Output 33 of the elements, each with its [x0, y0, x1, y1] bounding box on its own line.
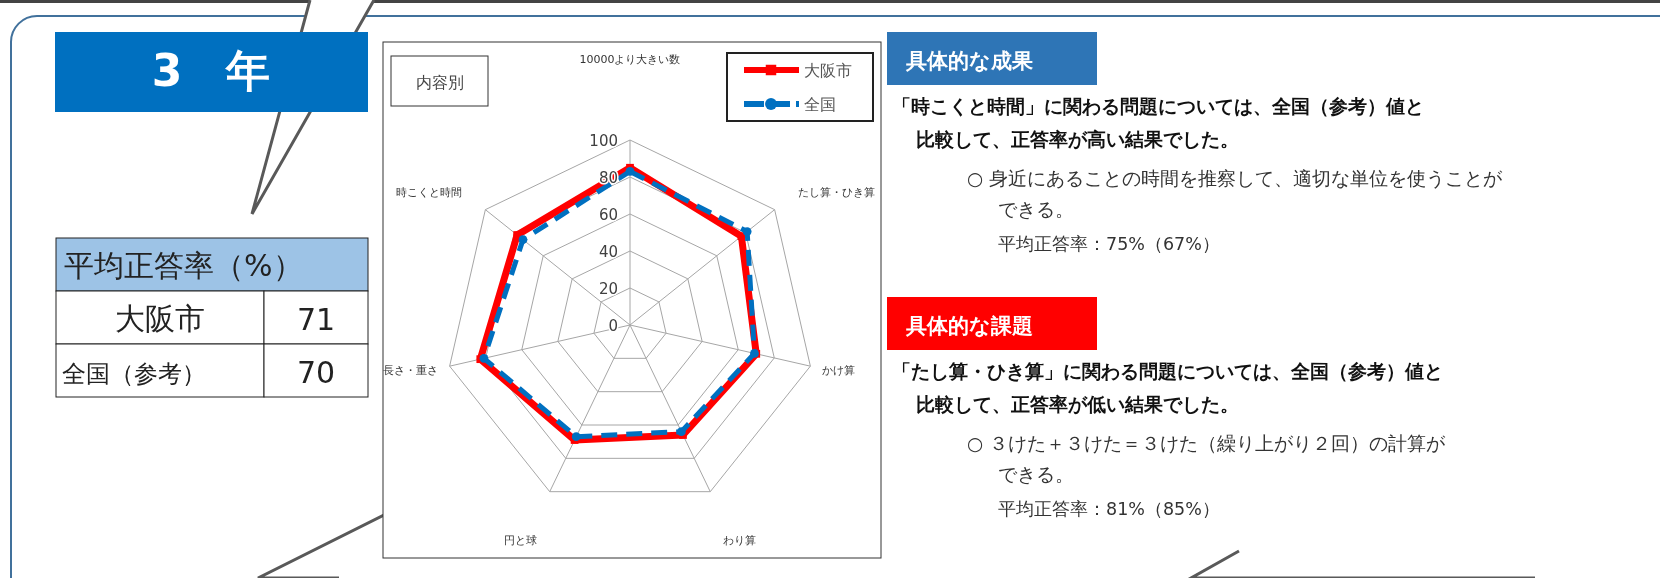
text: 全国（参考）	[62, 360, 206, 388]
text: 具体的な課題	[905, 314, 1033, 338]
text: できる。	[998, 199, 1074, 220]
spoke-label: 円と球	[503, 533, 537, 547]
text: できる。	[998, 464, 1074, 485]
text: 内容別	[415, 73, 464, 92]
text: 「時こくと時間」に関わる問題については、全国（参考）値と	[892, 96, 1424, 117]
y-tick-label: 100	[589, 132, 618, 150]
y-tick-label: 0	[608, 317, 618, 335]
y-tick-label: 20	[598, 280, 618, 298]
legend-label: 大阪市	[804, 61, 852, 80]
text: 比較して、正答率が高い結果でした。	[916, 129, 1239, 150]
text: 70	[296, 355, 336, 390]
spoke-label: わり算	[723, 533, 757, 547]
text: 平均正答率：81%（85%）	[998, 499, 1220, 519]
text: ○ 身近にあることの時間を推察して、適切な単位を使うことが	[967, 168, 1504, 189]
text: ○ ３けた＋３けた＝３けた（繰り上がり２回）の計算が	[967, 433, 1447, 454]
text: 71	[296, 302, 336, 337]
text: 平均正答率：75%（67%）	[998, 234, 1220, 254]
spoke-label: かけ算	[822, 363, 856, 377]
spoke-label: 10000より大きい数	[579, 53, 681, 66]
y-tick-label: 60	[598, 206, 618, 224]
spoke-label: 時こくと時間	[395, 185, 462, 199]
spoke-label: たし算・ひき算	[798, 185, 876, 199]
spoke-label: 長さ・重さ	[382, 363, 438, 377]
legend-label: 全国	[804, 95, 836, 114]
y-tick-label: 40	[598, 243, 618, 261]
text: 3 年	[151, 45, 271, 96]
text: 大阪市	[115, 301, 205, 336]
text: 「たし算・ひき算」に関わる問題については、全国（参考）値と	[892, 361, 1443, 382]
text: 平均正答率（%）	[64, 248, 303, 283]
text: 具体的な成果	[905, 49, 1033, 73]
text: 比較して、正答率が低い結果でした。	[916, 394, 1239, 415]
